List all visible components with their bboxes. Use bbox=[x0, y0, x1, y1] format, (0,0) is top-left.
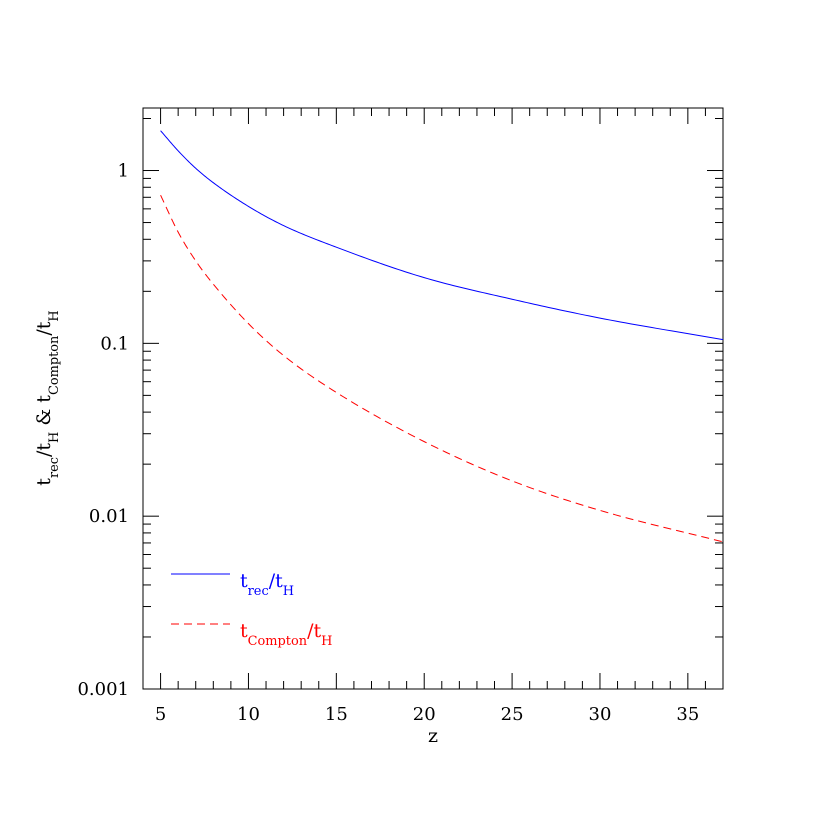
plot-frame bbox=[142, 107, 724, 690]
y-tick-label: 0.01 bbox=[89, 506, 129, 527]
x-axis-label: z bbox=[428, 725, 438, 747]
x-tick-label: 30 bbox=[589, 704, 612, 725]
series-line-t_compton bbox=[160, 194, 724, 543]
series-line-t_rec bbox=[160, 130, 724, 341]
x-tick-label: 5 bbox=[155, 704, 166, 725]
x-tick-label: 20 bbox=[413, 704, 436, 725]
ticks-layer bbox=[142, 108, 724, 690]
series-layer bbox=[160, 130, 724, 543]
y-tick-label: 1 bbox=[118, 161, 129, 182]
x-tick-label: 15 bbox=[325, 704, 348, 725]
y-tick-label: 0.001 bbox=[77, 679, 129, 700]
y-tick-label: 0.1 bbox=[100, 333, 129, 354]
y-axis-label: trec/tH & tCompton/tH bbox=[33, 310, 62, 485]
legend-label-t_compton: tCompton/tH bbox=[240, 620, 332, 649]
legend-label-t_rec: trec/tH bbox=[240, 570, 294, 599]
x-tick-label: 10 bbox=[237, 704, 260, 725]
x-tick-label: 35 bbox=[676, 704, 699, 725]
legend: trec/tH tCompton/tH bbox=[171, 570, 332, 649]
x-tick-label: 25 bbox=[501, 704, 524, 725]
tick-labels-layer: 5 10 15 20 25 30 35 0.001 0.01 0.1 1 bbox=[77, 161, 699, 725]
